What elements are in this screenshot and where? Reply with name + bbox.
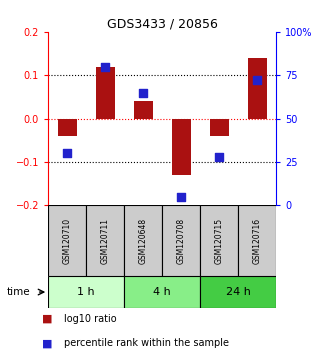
Bar [96,67,115,119]
Text: GSM120648: GSM120648 [139,218,148,264]
Bar [210,119,229,136]
Text: GSM120711: GSM120711 [100,218,110,264]
Text: GSM120708: GSM120708 [177,218,186,264]
Text: ■: ■ [42,314,52,324]
Text: GSM120710: GSM120710 [63,218,72,264]
Text: 4 h: 4 h [153,287,171,297]
Bar [86,205,124,276]
Bar [124,276,200,308]
Bar [134,101,152,119]
Bar [58,119,77,136]
Title: GDS3433 / 20856: GDS3433 / 20856 [107,18,218,31]
Bar [162,205,200,276]
Text: time: time [6,287,30,297]
Text: 1 h: 1 h [77,287,95,297]
Bar [48,276,124,308]
Text: log10 ratio: log10 ratio [64,314,117,324]
Bar [247,58,266,119]
Bar [200,276,276,308]
Point [178,194,184,200]
Text: 24 h: 24 h [226,287,250,297]
Text: GSM120715: GSM120715 [214,218,224,264]
Text: GSM120716: GSM120716 [253,218,262,264]
Point [65,150,70,156]
Point [141,90,146,96]
Bar [238,205,276,276]
Bar [124,205,162,276]
Bar [200,205,238,276]
Point [255,78,260,83]
Text: percentile rank within the sample: percentile rank within the sample [64,338,229,348]
Point [216,154,221,160]
Point [102,64,108,69]
Bar [172,119,191,175]
Text: ■: ■ [42,338,52,348]
Bar [48,205,86,276]
